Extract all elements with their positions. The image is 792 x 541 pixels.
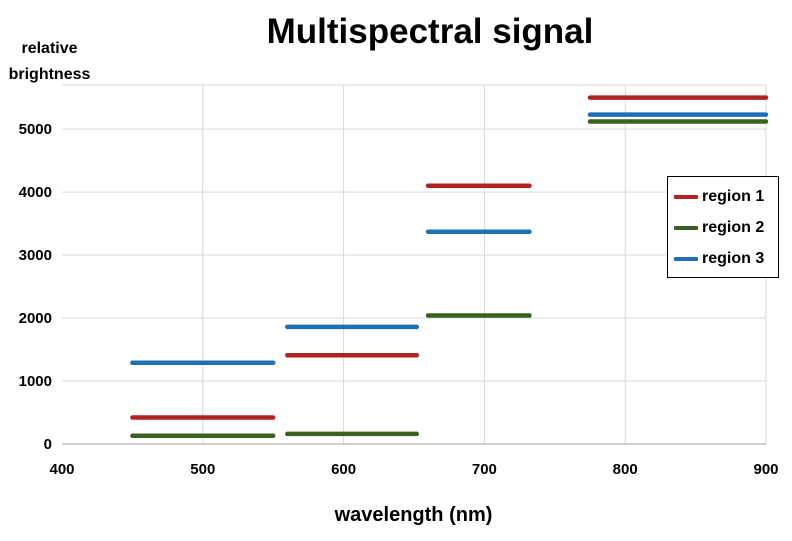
- legend-label-region-3: region 3: [702, 250, 765, 267]
- axes: 400 500 600 700 800 900 0 1000 2000 3000 4000 5000: [19, 121, 779, 478]
- x-tick-label: 700: [472, 461, 497, 478]
- legend-item-region-3: region 3: [674, 247, 764, 271]
- legend-label-region-2: region 2: [702, 219, 765, 236]
- y-tick-label: 0: [44, 436, 52, 453]
- y-tick-label: 3000: [19, 247, 52, 264]
- legend-swatch-region-1: [674, 195, 698, 199]
- y-tick-label: 2000: [19, 310, 52, 327]
- y-tick-label: 5000: [19, 121, 52, 138]
- legend-swatch-region-2: [674, 226, 698, 230]
- chart-title: Multispectral signal: [266, 12, 594, 51]
- series-lines: [130, 95, 769, 439]
- x-tick-label: 400: [49, 461, 74, 478]
- grid-lines: [62, 84, 767, 444]
- y-tick-label: 4000: [19, 184, 52, 201]
- legend-swatch-region-3: [674, 257, 698, 261]
- x-axis-label: wavelength (nm): [334, 504, 493, 526]
- legend-label-region-1: region 1: [702, 188, 765, 205]
- x-tick-label: 800: [613, 461, 638, 478]
- x-tick-label: 500: [190, 461, 215, 478]
- y-tick-label: 1000: [19, 373, 52, 390]
- x-tick-label: 900: [753, 461, 778, 478]
- y-axis-label: relative brightness: [8, 40, 91, 83]
- legend: region 1 region 2 region 3: [667, 176, 779, 278]
- legend-item-region-1: region 1: [674, 185, 764, 209]
- legend-item-region-2: region 2: [674, 216, 764, 240]
- x-tick-label: 600: [331, 461, 356, 478]
